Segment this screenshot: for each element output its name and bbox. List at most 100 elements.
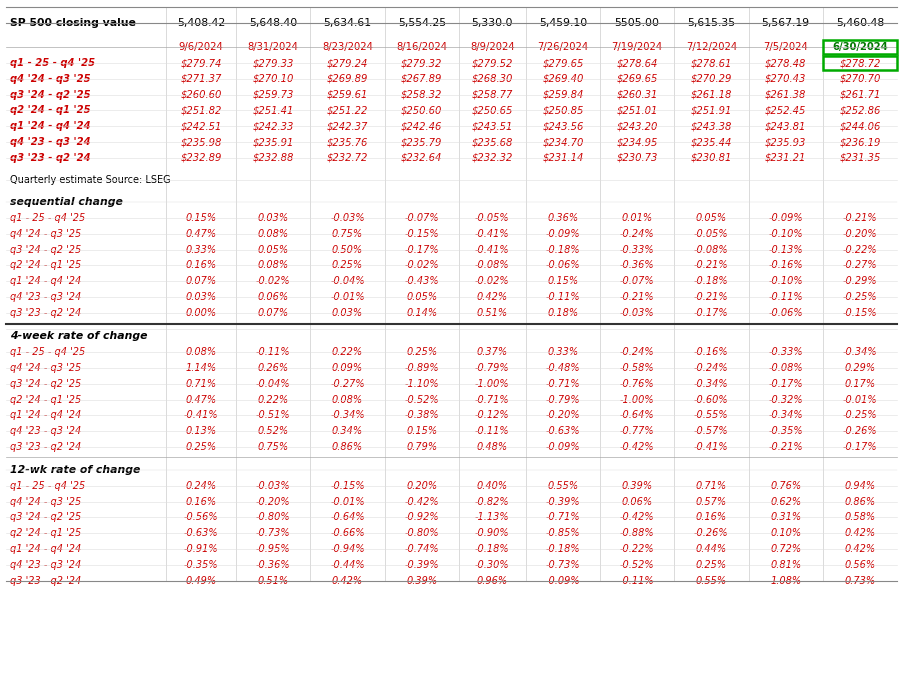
Text: 7/26/2024: 7/26/2024 bbox=[537, 42, 588, 52]
Text: $270.10: $270.10 bbox=[252, 74, 294, 84]
Text: 0.51%: 0.51% bbox=[258, 575, 289, 586]
Text: $252.45: $252.45 bbox=[765, 105, 806, 116]
Text: -0.18%: -0.18% bbox=[475, 544, 510, 554]
Text: 0.50%: 0.50% bbox=[332, 245, 363, 254]
Text: 0.56%: 0.56% bbox=[844, 559, 876, 570]
Text: 0.47%: 0.47% bbox=[186, 395, 216, 404]
Text: 0.94%: 0.94% bbox=[844, 481, 876, 491]
Text: q4 '24 - q3 '25: q4 '24 - q3 '25 bbox=[10, 497, 81, 506]
Text: 0.37%: 0.37% bbox=[477, 347, 508, 357]
Text: -0.26%: -0.26% bbox=[694, 528, 729, 538]
Text: -0.07%: -0.07% bbox=[620, 276, 654, 286]
Text: 0.03%: 0.03% bbox=[186, 292, 216, 302]
Text: 0.07%: 0.07% bbox=[258, 308, 289, 318]
Text: -0.22%: -0.22% bbox=[620, 544, 654, 554]
Text: -0.41%: -0.41% bbox=[475, 229, 510, 238]
Text: 0.31%: 0.31% bbox=[770, 513, 801, 522]
Text: $243.81: $243.81 bbox=[765, 121, 806, 132]
Text: -0.20%: -0.20% bbox=[256, 497, 291, 506]
Text: -0.64%: -0.64% bbox=[331, 513, 365, 522]
Text: -0.63%: -0.63% bbox=[546, 426, 580, 436]
Text: -0.73%: -0.73% bbox=[546, 559, 580, 570]
Text: -0.02%: -0.02% bbox=[475, 276, 510, 286]
Text: -0.15%: -0.15% bbox=[331, 481, 365, 491]
Text: 0.16%: 0.16% bbox=[186, 260, 216, 270]
Text: $261.38: $261.38 bbox=[765, 90, 806, 100]
Text: 0.55%: 0.55% bbox=[547, 481, 578, 491]
Text: -0.73%: -0.73% bbox=[256, 528, 291, 538]
Text: 5505.00: 5505.00 bbox=[614, 18, 660, 28]
Text: -0.41%: -0.41% bbox=[184, 411, 218, 420]
Text: -0.63%: -0.63% bbox=[184, 528, 218, 538]
Text: -0.21%: -0.21% bbox=[769, 442, 803, 452]
Text: 0.22%: 0.22% bbox=[258, 395, 289, 404]
Text: 0.25%: 0.25% bbox=[696, 559, 727, 570]
Text: 0.06%: 0.06% bbox=[258, 292, 289, 302]
Text: 0.51%: 0.51% bbox=[477, 308, 508, 318]
Text: SP 500 closing value: SP 500 closing value bbox=[10, 18, 136, 28]
Text: 0.16%: 0.16% bbox=[696, 513, 727, 522]
Text: 5,648.40: 5,648.40 bbox=[250, 18, 297, 28]
Text: $279.65: $279.65 bbox=[542, 58, 584, 68]
Text: -0.22%: -0.22% bbox=[842, 245, 878, 254]
Text: q3 '23 - q2 '24: q3 '23 - q2 '24 bbox=[10, 308, 81, 318]
Text: $242.46: $242.46 bbox=[401, 121, 442, 132]
Text: 0.33%: 0.33% bbox=[186, 245, 216, 254]
Text: 7/5/2024: 7/5/2024 bbox=[763, 42, 808, 52]
Text: -0.21%: -0.21% bbox=[842, 213, 878, 223]
Text: -0.10%: -0.10% bbox=[769, 229, 803, 238]
Text: -0.55%: -0.55% bbox=[694, 411, 729, 420]
Text: q1 '24 - q4 '24: q1 '24 - q4 '24 bbox=[10, 544, 81, 554]
Text: 0.39%: 0.39% bbox=[622, 481, 652, 491]
Text: q3 '24 - q2 '25: q3 '24 - q2 '25 bbox=[10, 245, 81, 254]
Text: -0.24%: -0.24% bbox=[694, 363, 729, 373]
Text: $250.65: $250.65 bbox=[471, 105, 513, 116]
Text: $230.81: $230.81 bbox=[691, 153, 732, 163]
Text: -0.08%: -0.08% bbox=[475, 260, 510, 270]
Text: -0.05%: -0.05% bbox=[694, 229, 729, 238]
Text: -1.13%: -1.13% bbox=[475, 513, 510, 522]
Text: $235.79: $235.79 bbox=[401, 137, 442, 147]
Text: $259.61: $259.61 bbox=[327, 90, 369, 100]
Text: 0.47%: 0.47% bbox=[186, 229, 216, 238]
Text: -0.39%: -0.39% bbox=[405, 559, 439, 570]
Text: 0.81%: 0.81% bbox=[770, 559, 801, 570]
Text: 0.62%: 0.62% bbox=[770, 497, 801, 506]
Text: -0.06%: -0.06% bbox=[769, 308, 803, 318]
Text: -0.34%: -0.34% bbox=[842, 347, 878, 357]
Text: q4 '24 - q3 '25: q4 '24 - q3 '25 bbox=[10, 74, 91, 84]
Text: $278.48: $278.48 bbox=[765, 58, 806, 68]
Text: 5,459.10: 5,459.10 bbox=[539, 18, 587, 28]
Text: -0.42%: -0.42% bbox=[405, 497, 439, 506]
Text: $235.44: $235.44 bbox=[691, 137, 732, 147]
Text: -0.71%: -0.71% bbox=[546, 513, 580, 522]
Text: -0.03%: -0.03% bbox=[256, 481, 291, 491]
Text: q1 - 25 - q4 '25: q1 - 25 - q4 '25 bbox=[10, 213, 86, 223]
Text: -0.39%: -0.39% bbox=[546, 497, 580, 506]
Text: -0.18%: -0.18% bbox=[694, 276, 729, 286]
Text: 0.18%: 0.18% bbox=[547, 308, 578, 318]
Text: 0.08%: 0.08% bbox=[186, 347, 216, 357]
Text: Quarterly estimate Source: LSEG: Quarterly estimate Source: LSEG bbox=[10, 175, 170, 185]
Text: 0.00%: 0.00% bbox=[186, 308, 216, 318]
Text: 5,460.48: 5,460.48 bbox=[836, 18, 884, 28]
Text: 0.39%: 0.39% bbox=[406, 575, 437, 586]
Text: 0.42%: 0.42% bbox=[477, 292, 508, 302]
Text: -0.11%: -0.11% bbox=[475, 426, 510, 436]
Text: $232.89: $232.89 bbox=[180, 153, 222, 163]
Text: -0.18%: -0.18% bbox=[546, 544, 580, 554]
Text: -1.10%: -1.10% bbox=[405, 379, 439, 389]
Text: $251.22: $251.22 bbox=[327, 105, 369, 116]
Text: -0.03%: -0.03% bbox=[331, 213, 365, 223]
Text: $235.76: $235.76 bbox=[327, 137, 369, 147]
Text: -0.42%: -0.42% bbox=[620, 513, 654, 522]
Text: q4 '24 - q3 '25: q4 '24 - q3 '25 bbox=[10, 229, 81, 238]
Text: 0.03%: 0.03% bbox=[332, 308, 363, 318]
Text: -0.18%: -0.18% bbox=[546, 245, 580, 254]
Text: 5,408.42: 5,408.42 bbox=[177, 18, 225, 28]
Text: $235.98: $235.98 bbox=[180, 137, 222, 147]
Text: 0.25%: 0.25% bbox=[186, 442, 216, 452]
Text: 0.49%: 0.49% bbox=[186, 575, 216, 586]
Text: $232.88: $232.88 bbox=[252, 153, 294, 163]
Text: -0.33%: -0.33% bbox=[769, 347, 803, 357]
